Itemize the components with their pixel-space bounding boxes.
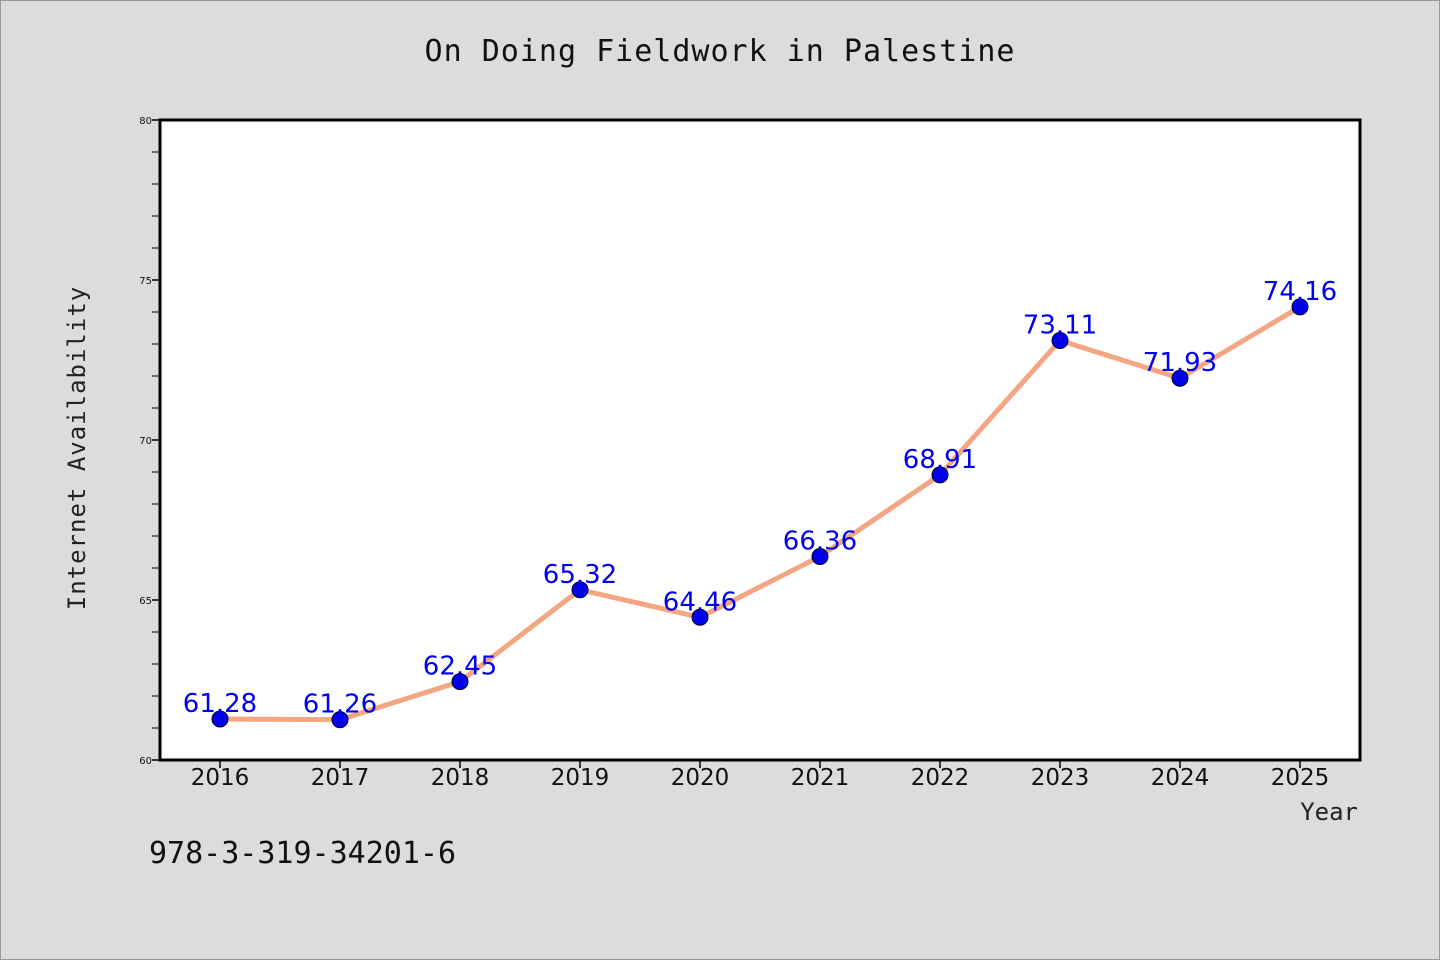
data-labels: 61.28 61.26 62.45 65.32 64.46 66.36 68.91 73.11… <box>183 277 1337 720</box>
plot-area <box>158 118 1362 762</box>
data-point <box>1291 298 1309 316</box>
y-tick-label: 70 <box>139 436 152 447</box>
y-tick-label: 75 <box>139 276 152 287</box>
isbn-footnote: 978-3-319-34201-6 <box>149 836 457 871</box>
data-point <box>931 466 949 484</box>
data-label: 62.45 <box>423 652 497 682</box>
data-point <box>811 547 829 565</box>
data-points <box>211 298 1309 729</box>
series-line-group <box>217 304 1303 723</box>
data-point <box>1051 331 1069 349</box>
data-label: 61.26 <box>303 690 377 720</box>
data-label: 66.36 <box>783 526 857 556</box>
y-axis-ticks: 60 65 70 75 80 <box>139 116 160 767</box>
x-tick-label: 2019 <box>551 765 610 791</box>
x-tick-label: 2016 <box>191 765 250 791</box>
x-tick-label: 2021 <box>791 765 850 791</box>
x-tick-label: 2020 <box>671 765 730 791</box>
x-tick-label: 2022 <box>911 765 970 791</box>
data-label: 65.32 <box>543 560 617 590</box>
data-point <box>1171 369 1189 387</box>
chart-title: On Doing Fieldwork in Palestine <box>424 34 1016 69</box>
x-tick-label: 2018 <box>431 765 490 791</box>
x-axis-ticks: 2016 2017 2018 2019 2020 2021 2022 2023 2024 2025 <box>191 760 1330 791</box>
x-tick-label: 2025 <box>1271 765 1330 791</box>
x-tick-label: 2024 <box>1151 765 1210 791</box>
data-point <box>331 711 349 729</box>
data-point <box>691 608 709 626</box>
data-label: 68.91 <box>903 445 977 475</box>
x-tick-label: 2023 <box>1031 765 1090 791</box>
data-label: 73.11 <box>1023 310 1097 340</box>
y-tick-label: 80 <box>139 116 152 127</box>
data-label: 64.46 <box>663 587 737 617</box>
y-tick-label: 60 <box>139 756 152 767</box>
series-line <box>217 304 1303 723</box>
y-tick-label: 65 <box>139 596 152 607</box>
x-tick-label: 2017 <box>311 765 370 791</box>
data-point <box>451 673 469 691</box>
data-label: 74.16 <box>1263 277 1337 307</box>
data-label: 61.28 <box>183 689 257 719</box>
data-point <box>211 710 229 728</box>
data-point <box>571 581 589 599</box>
x-axis-label: Year <box>1300 798 1358 826</box>
data-label: 71.93 <box>1143 348 1217 378</box>
